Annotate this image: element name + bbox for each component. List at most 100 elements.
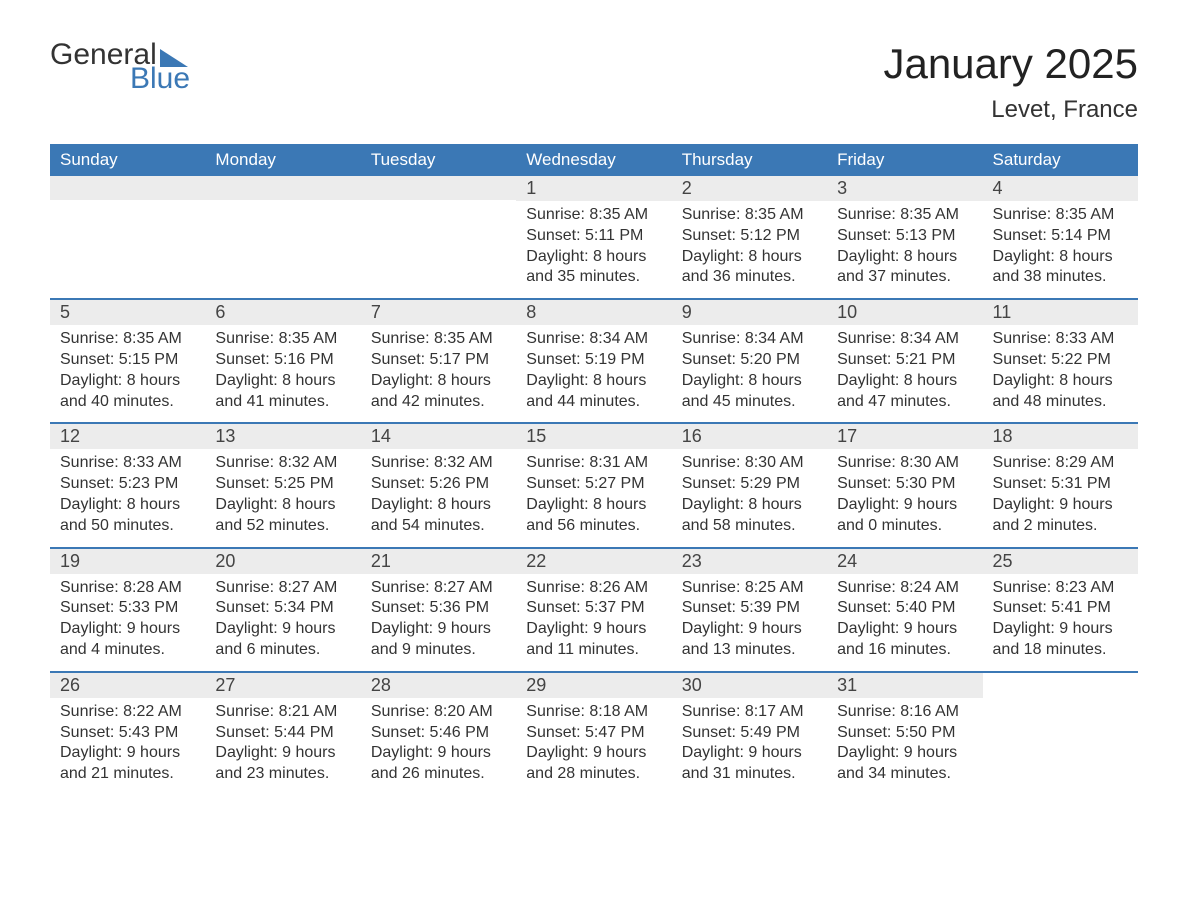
sunrise-line: Sunrise: 8:27 AM — [371, 578, 506, 599]
location-label: Levet, France — [883, 96, 1138, 124]
day-number: 8 — [516, 300, 671, 325]
daylight-line: Daylight: 9 hours and 16 minutes. — [837, 619, 972, 661]
day-cell: 15 Sunrise: 8:31 AMSunset: 5:27 PMDayligh… — [516, 424, 671, 546]
day-body: Sunrise: 8:34 AMSunset: 5:19 PMDaylight:… — [526, 329, 661, 412]
sunset-line: Sunset: 5:49 PM — [682, 723, 817, 744]
sunrise-line: Sunrise: 8:35 AM — [60, 329, 195, 350]
sunrise-line: Sunrise: 8:24 AM — [837, 578, 972, 599]
daylight-line: Daylight: 9 hours and 31 minutes. — [682, 743, 817, 785]
day-body: Sunrise: 8:35 AMSunset: 5:16 PMDaylight:… — [215, 329, 350, 412]
day-number: 29 — [516, 673, 671, 698]
day-header: Saturday — [983, 144, 1138, 176]
day-number: 3 — [827, 176, 982, 201]
day-body: Sunrise: 8:35 AMSunset: 5:15 PMDaylight:… — [60, 329, 195, 412]
sunset-line: Sunset: 5:50 PM — [837, 723, 972, 744]
sunset-line: Sunset: 5:27 PM — [526, 474, 661, 495]
sunrise-line: Sunrise: 8:22 AM — [60, 702, 195, 723]
week-row: 12Sunrise: 8:33 AMSunset: 5:23 PMDayligh… — [50, 422, 1138, 546]
daylight-line: Daylight: 8 hours and 42 minutes. — [371, 371, 506, 413]
title-block: January 2025 Levet, France — [883, 40, 1138, 124]
day-number: 1 — [516, 176, 671, 201]
day-cell: 20Sunrise: 8:27 AMSunset: 5:34 PMDayligh… — [205, 549, 360, 671]
daylight-line: Daylight: 8 hours and 44 minutes. — [526, 371, 661, 413]
sunset-line: Sunset: 5:30 PM — [837, 474, 972, 495]
page-header: General Blue January 2025 Levet, France — [50, 40, 1138, 124]
day-body: Sunrise: 8:27 AMSunset: 5:36 PMDaylight:… — [371, 578, 506, 661]
sunrise-line: Sunrise: 8:29 AM — [993, 453, 1128, 474]
day-number: 14 — [361, 424, 516, 449]
day-number: 2 — [672, 176, 827, 201]
day-body: Sunrise: 8:27 AMSunset: 5:34 PMDaylight:… — [215, 578, 350, 661]
sunset-line: Sunset: 5:46 PM — [371, 723, 506, 744]
day-cell: 4Sunrise: 8:35 AMSunset: 5:14 PMDaylight… — [983, 176, 1138, 298]
sunrise-line: Sunrise: 8:25 AM — [682, 578, 817, 599]
sunrise-line: Sunrise: 8:31 AM — [526, 453, 661, 474]
day-body: Sunrise: 8:31 AMSunset: 5:27 PMDaylight:… — [526, 453, 661, 536]
sunset-line: Sunset: 5:31 PM — [993, 474, 1128, 495]
sunset-line: Sunset: 5:44 PM — [215, 723, 350, 744]
day-cell: 12Sunrise: 8:33 AMSunset: 5:23 PMDayligh… — [50, 424, 205, 546]
week-row: 19Sunrise: 8:28 AMSunset: 5:33 PMDayligh… — [50, 547, 1138, 671]
sunset-line: Sunset: 5:19 PM — [526, 350, 661, 371]
daylight-line: Daylight: 9 hours and 4 minutes. — [60, 619, 195, 661]
day-cell — [983, 673, 1138, 795]
daylight-line: Daylight: 8 hours and 38 minutes. — [993, 247, 1128, 289]
day-cell: 2Sunrise: 8:35 AMSunset: 5:12 PMDaylight… — [672, 176, 827, 298]
day-number: 12 — [50, 424, 205, 449]
sunrise-line: Sunrise: 8:30 AM — [682, 453, 817, 474]
empty-daynum-band — [361, 176, 516, 200]
daylight-line: Daylight: 9 hours and 13 minutes. — [682, 619, 817, 661]
daylight-line: Daylight: 8 hours and 58 minutes. — [682, 495, 817, 537]
day-cell: 27Sunrise: 8:21 AMSunset: 5:44 PMDayligh… — [205, 673, 360, 795]
week-row: 26Sunrise: 8:22 AMSunset: 5:43 PMDayligh… — [50, 671, 1138, 795]
day-number: 6 — [205, 300, 360, 325]
daylight-line: Daylight: 9 hours and 18 minutes. — [993, 619, 1128, 661]
day-number: 15 — [516, 424, 671, 449]
daylight-line: Daylight: 9 hours and 28 minutes. — [526, 743, 661, 785]
day-header: Sunday — [50, 144, 205, 176]
sunrise-line: Sunrise: 8:32 AM — [371, 453, 506, 474]
day-cell: 1Sunrise: 8:35 AMSunset: 5:11 PMDaylight… — [516, 176, 671, 298]
day-cell: 29Sunrise: 8:18 AMSunset: 5:47 PMDayligh… — [516, 673, 671, 795]
day-header: Friday — [827, 144, 982, 176]
day-cell — [361, 176, 516, 298]
sunset-line: Sunset: 5:47 PM — [526, 723, 661, 744]
day-cell: 13Sunrise: 8:32 AMSunset: 5:25 PMDayligh… — [205, 424, 360, 546]
sunrise-line: Sunrise: 8:16 AM — [837, 702, 972, 723]
day-cell: 26Sunrise: 8:22 AMSunset: 5:43 PMDayligh… — [50, 673, 205, 795]
day-body: Sunrise: 8:22 AMSunset: 5:43 PMDaylight:… — [60, 702, 195, 785]
sunset-line: Sunset: 5:14 PM — [993, 226, 1128, 247]
daylight-line: Daylight: 8 hours and 54 minutes. — [371, 495, 506, 537]
day-cell: 17Sunrise: 8:30 AMSunset: 5:30 PMDayligh… — [827, 424, 982, 546]
day-number: 17 — [827, 424, 982, 449]
daylight-line: Daylight: 8 hours and 47 minutes. — [837, 371, 972, 413]
day-number: 19 — [50, 549, 205, 574]
sunset-line: Sunset: 5:16 PM — [215, 350, 350, 371]
day-body: Sunrise: 8:25 AMSunset: 5:39 PMDaylight:… — [682, 578, 817, 661]
sunset-line: Sunset: 5:41 PM — [993, 598, 1128, 619]
day-body: Sunrise: 8:17 AMSunset: 5:49 PMDaylight:… — [682, 702, 817, 785]
sunrise-line: Sunrise: 8:33 AM — [60, 453, 195, 474]
day-header: Monday — [205, 144, 360, 176]
day-cell: 18Sunrise: 8:29 AMSunset: 5:31 PMDayligh… — [983, 424, 1138, 546]
daylight-line: Daylight: 8 hours and 45 minutes. — [682, 371, 817, 413]
day-number: 31 — [827, 673, 982, 698]
day-cell: 28Sunrise: 8:20 AMSunset: 5:46 PMDayligh… — [361, 673, 516, 795]
daylight-line: Daylight: 8 hours and 41 minutes. — [215, 371, 350, 413]
sunrise-line: Sunrise: 8:30 AM — [837, 453, 972, 474]
day-number: 27 — [205, 673, 360, 698]
day-cell — [205, 176, 360, 298]
logo-word-blue: Blue — [130, 64, 190, 94]
sunset-line: Sunset: 5:39 PM — [682, 598, 817, 619]
sunrise-line: Sunrise: 8:28 AM — [60, 578, 195, 599]
day-number: 13 — [205, 424, 360, 449]
sunrise-line: Sunrise: 8:35 AM — [837, 205, 972, 226]
sunset-line: Sunset: 5:12 PM — [682, 226, 817, 247]
day-body: Sunrise: 8:34 AMSunset: 5:21 PMDaylight:… — [837, 329, 972, 412]
daylight-line: Daylight: 9 hours and 6 minutes. — [215, 619, 350, 661]
empty-daynum-band — [50, 176, 205, 200]
calendar-header-row: SundayMondayTuesdayWednesdayThursdayFrid… — [50, 144, 1138, 176]
day-body: Sunrise: 8:24 AMSunset: 5:40 PMDaylight:… — [837, 578, 972, 661]
day-body: Sunrise: 8:26 AMSunset: 5:37 PMDaylight:… — [526, 578, 661, 661]
sunrise-line: Sunrise: 8:17 AM — [682, 702, 817, 723]
